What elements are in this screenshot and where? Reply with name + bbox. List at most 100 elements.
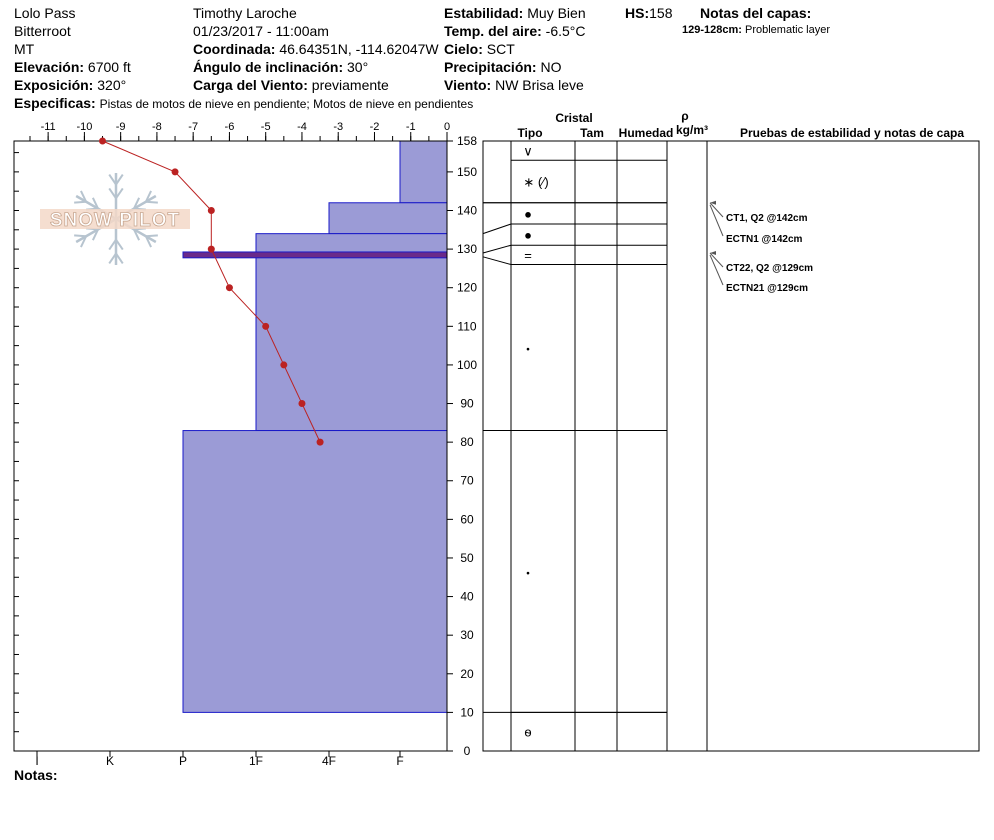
problem-layer-band — [182, 251, 448, 259]
hardness-bar — [328, 202, 448, 235]
logo-text: SNOW PILOT — [50, 210, 180, 231]
notes-label: Notas: — [14, 767, 58, 783]
snowflake-branch — [115, 239, 124, 251]
depth-tick-label: 130 — [457, 242, 477, 256]
datetime: 01/23/2017 - 11:00am — [193, 23, 329, 39]
temperature-point — [298, 400, 306, 408]
depth-tick-label: 140 — [457, 203, 477, 217]
temperature-point — [316, 438, 324, 446]
col-header-type: Tipo — [517, 126, 542, 140]
observer: Timothy Laroche — [193, 5, 297, 21]
incline: Ángulo de inclinación: 30° — [193, 59, 369, 75]
depth-tick-label: 120 — [457, 281, 477, 295]
snowflake-branch — [145, 234, 158, 238]
stability-test-pointer — [709, 252, 724, 268]
grain-symbol: ∗ (⁄) — [523, 175, 548, 190]
depth-tick-label: 80 — [460, 435, 474, 449]
layer-connector — [482, 256, 512, 266]
temperature-point — [207, 206, 215, 214]
stability-test-pointer — [709, 204, 724, 237]
grain-symbol: = — [524, 248, 532, 263]
snowflake-branch — [144, 190, 152, 203]
state: MT — [14, 41, 35, 57]
hardness-tick-label: I — [35, 754, 38, 768]
elevation: Elevación: 6700 ft — [14, 59, 131, 75]
grain-symbol: ● — [524, 207, 532, 222]
temperature-point — [207, 245, 215, 253]
temperature-point — [262, 322, 270, 330]
stability-test-label: CT1, Q2 @142cm — [726, 213, 808, 224]
temp-tick-label: -11 — [41, 121, 56, 133]
temperature-point — [280, 361, 288, 369]
snowflake-branch — [133, 228, 141, 241]
depth-tick-label: 60 — [460, 512, 474, 526]
aspect: Exposición: 320° — [14, 77, 127, 93]
hardness-tick-label: K — [106, 754, 114, 768]
snowflake-branch — [108, 239, 117, 251]
table-frame — [482, 140, 980, 752]
sky: Cielo: SCT — [444, 41, 515, 57]
snowflake-branch — [115, 174, 124, 186]
hardness-tick-label: F — [396, 754, 403, 768]
stability-test-label: CT22, Q2 @129cm — [726, 263, 813, 274]
depth-tick-label: 158 — [457, 134, 477, 148]
location: Lolo Pass — [14, 5, 76, 21]
hardness-tick-label: P — [179, 754, 187, 768]
hardness-bar — [182, 430, 448, 713]
layer-notes-title: Notas del capas: — [700, 5, 812, 21]
coordinates: Coordinada: 46.64351N, -114.62047W — [193, 41, 439, 57]
wind: Viento: NW Brisa leve — [444, 77, 584, 93]
snowflake-branch — [108, 187, 117, 199]
temp-tick-label: -1 — [406, 121, 416, 133]
col-header-size: Tam — [580, 126, 604, 140]
specifics: Especificas: Pistas de motos de nieve en… — [14, 95, 474, 111]
layer-note: 129-128cm: Problematic layer — [682, 24, 830, 36]
air-temp: Temp. del aire: -6.5°C — [444, 23, 586, 39]
snowflake-branch — [145, 200, 158, 204]
depth-tick-label: 90 — [460, 397, 474, 411]
layer-connector — [482, 223, 512, 235]
plot-frame — [13, 140, 448, 752]
grain-symbol: • — [526, 568, 530, 579]
col-header-density: kg/m³ — [676, 123, 708, 137]
temp-tick-label: -2 — [370, 121, 380, 133]
col-header-stability-tests: Pruebas de estabilidad y notas de capa — [740, 126, 964, 140]
grain-symbol: ∨ — [523, 144, 533, 159]
temp-tick-label: -8 — [152, 121, 162, 133]
wind-load: Carga del Viento: previamente — [193, 77, 389, 93]
temp-tick-label: -10 — [76, 121, 92, 133]
snowflake-branch — [74, 200, 87, 204]
snowflake-branch — [80, 235, 88, 248]
temperature-point — [225, 284, 233, 292]
depth-tick-label: 0 — [464, 744, 471, 758]
depth-tick-label: 30 — [460, 628, 474, 642]
depth-tick-label: 20 — [460, 667, 474, 681]
temperature-point — [171, 168, 179, 176]
hardness-bar — [399, 140, 448, 204]
snowpilot-logo: SNOW PILOT — [40, 173, 190, 265]
col-header-rho: ρ — [681, 109, 688, 123]
stability-test-pointer — [709, 254, 724, 286]
grain-symbol: ѳ — [524, 725, 531, 740]
snowflake-branch — [108, 174, 117, 186]
grain-symbol: ● — [524, 227, 532, 242]
layer-connector — [482, 244, 512, 254]
col-header-moisture: Humedad — [619, 126, 674, 140]
snowflake-branch — [115, 187, 124, 199]
depth-tick-label: 40 — [460, 590, 474, 604]
depth-tick-label: 100 — [457, 358, 477, 372]
stability: Estabilidad: Muy Bien — [444, 5, 586, 21]
stability-test-label: ECTN1 @142cm — [726, 234, 803, 245]
temp-tick-label: -5 — [261, 121, 271, 133]
snowflake-branch — [91, 197, 99, 210]
depth-tick-label: 110 — [457, 319, 476, 333]
depth-tick-label: 10 — [460, 705, 474, 719]
stability-test-arrowhead — [710, 200, 716, 205]
logo-band — [40, 209, 190, 229]
snowflake-branch — [115, 252, 124, 264]
temp-tick-label: -4 — [297, 121, 307, 133]
hardness-tick-label: 4F — [322, 754, 336, 768]
snowflake-branch — [144, 235, 152, 248]
stability-test-label: ECTN21 @129cm — [726, 283, 808, 294]
